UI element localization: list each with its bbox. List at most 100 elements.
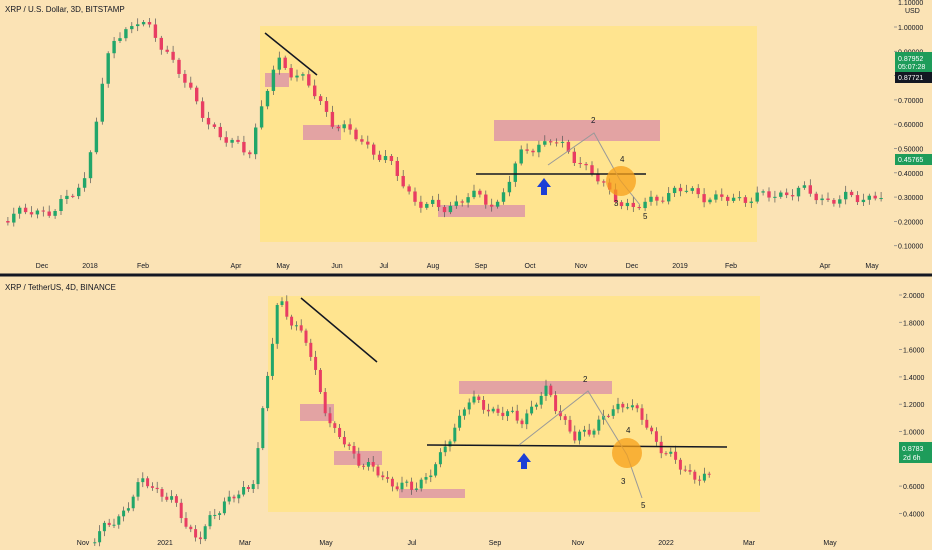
candle-body <box>767 191 771 198</box>
candle-body <box>530 406 534 414</box>
candle-body <box>438 452 442 465</box>
candle-body <box>275 304 279 344</box>
candle-body <box>707 473 711 475</box>
x-tick-label: Sep <box>475 263 488 270</box>
candle-body <box>684 190 689 192</box>
candle-body <box>304 330 308 343</box>
bottom-symbol-label: XRP / TetherUS, 4D, BINANCE <box>5 283 116 292</box>
candle-body <box>832 199 836 204</box>
candle-body <box>357 453 361 466</box>
candle-body <box>613 189 618 203</box>
candle-body <box>248 152 252 155</box>
candle-body <box>230 139 234 143</box>
candle-body <box>330 111 335 127</box>
candle-body <box>458 415 462 428</box>
candle-body <box>328 413 332 424</box>
candle-body <box>376 466 380 476</box>
candle-body <box>549 141 553 143</box>
candle-body <box>619 202 624 207</box>
candle-body <box>265 90 270 107</box>
bottom-wave-label-5: 5 <box>641 501 646 510</box>
candle-body <box>501 192 506 202</box>
candle-body <box>596 174 600 182</box>
top-price-tag-1-sub: 05:07:28 <box>898 64 925 71</box>
candle-body <box>606 415 610 417</box>
candle-body <box>466 197 470 203</box>
candle-body <box>531 150 535 153</box>
candle-body <box>136 482 140 497</box>
candle-body <box>453 427 457 442</box>
candle-body <box>259 106 264 128</box>
candle-body <box>100 83 104 122</box>
y-tick-label: 0.70000 <box>898 98 923 105</box>
candle-body <box>855 195 860 203</box>
candle-body <box>645 419 649 428</box>
candle-body <box>616 403 620 410</box>
candle-body <box>631 202 635 207</box>
candle-body <box>429 475 433 478</box>
candle-body <box>333 423 337 428</box>
candle-body <box>35 210 40 215</box>
candle-body <box>372 144 376 155</box>
x-tick-label: Nov <box>77 540 90 547</box>
top-price-tag-1 <box>895 52 932 72</box>
candle-body <box>696 188 700 195</box>
candle-body <box>873 195 877 199</box>
candle-body <box>232 496 236 499</box>
candle-body <box>602 415 606 420</box>
candle-body <box>94 121 99 153</box>
candle-body <box>270 343 274 376</box>
candle-body <box>289 67 293 78</box>
bottom-y-axis[interactable]: 2.00001.80001.60001.40001.20001.00000.80… <box>899 293 925 518</box>
candle-body <box>200 101 205 118</box>
candle-body <box>678 187 683 192</box>
x-tick-label: 2018 <box>82 263 98 270</box>
candle-body <box>131 496 135 509</box>
top-price-tag-1-text: 0.87952 <box>898 56 923 63</box>
candle-body <box>568 419 572 432</box>
candle-body <box>674 451 678 460</box>
candle-body <box>507 181 512 193</box>
top-x-axis[interactable]: Dec 2018 Feb Apr May Jun Jul Aug Sep Oct Nov Dec 201… <box>36 263 879 270</box>
candle-body <box>802 185 807 188</box>
candle-body <box>366 462 370 467</box>
candle-body <box>112 40 116 54</box>
top-unit-label: USD <box>905 8 920 15</box>
candle-body <box>280 301 284 305</box>
candle-body <box>558 411 562 417</box>
candle-body <box>587 429 591 435</box>
candle-body <box>342 436 346 445</box>
candle-body <box>354 129 358 140</box>
candle-body <box>159 37 163 50</box>
x-tick-label: Dec <box>36 263 49 270</box>
candle-body <box>102 522 106 532</box>
candle-body <box>242 141 246 153</box>
candle-body <box>436 199 441 208</box>
bottom-x-axis[interactable]: Nov 2021 Mar May Jul Sep Nov 2022 Mar May <box>77 540 837 547</box>
candle-body <box>560 141 565 143</box>
candle-body <box>582 429 586 432</box>
candle-body <box>790 195 795 197</box>
candle-body <box>405 481 409 483</box>
candle-body <box>520 420 524 425</box>
candle-body <box>371 462 375 467</box>
candle-body <box>650 427 654 432</box>
candle-body <box>655 196 659 201</box>
top-price-tag-3-text: 0.45765 <box>898 157 923 164</box>
candle-body <box>537 144 541 153</box>
top-price-tag-2-text: 0.87721 <box>898 75 923 82</box>
candle-body <box>773 196 777 198</box>
candle-body <box>510 410 514 412</box>
candle-body <box>414 488 418 490</box>
candle-body <box>597 419 601 431</box>
x-tick-label: Mar <box>239 540 252 547</box>
candle-body <box>534 404 538 407</box>
x-tick-label: May <box>319 540 333 547</box>
candle-body <box>271 69 276 91</box>
top-price-tag-3 <box>895 154 932 165</box>
candle-body <box>266 375 270 409</box>
candle-body <box>424 477 428 480</box>
x-tick-label: May <box>823 540 837 547</box>
y-tick-label: 0.40000 <box>898 171 923 178</box>
candle-body <box>184 518 188 527</box>
